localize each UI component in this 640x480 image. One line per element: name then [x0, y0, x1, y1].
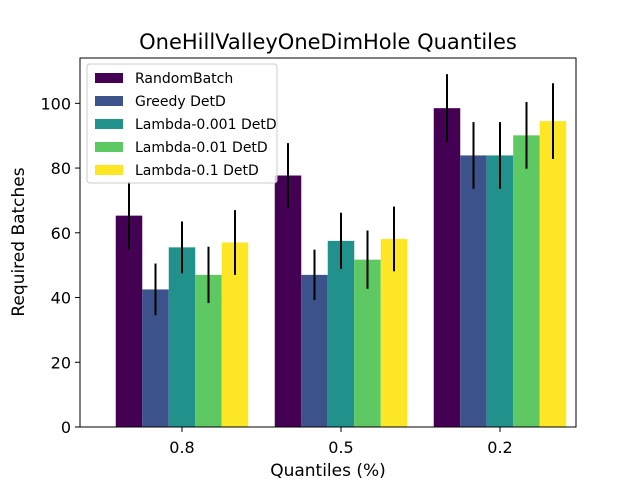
bar [539, 121, 567, 428]
legend-label: Lambda-0.1 DetD [135, 163, 259, 179]
x-axis: 0.8 0.5 0.2 [169, 427, 513, 457]
y-tick-label: 80 [51, 159, 71, 178]
x-tick-label: 0.5 [328, 438, 353, 457]
bar [115, 215, 143, 427]
bar [301, 274, 328, 427]
legend-swatch [95, 165, 123, 175]
x-tick-label: 0.8 [169, 438, 194, 457]
x-axis-label: Quantiles (%) [270, 461, 386, 480]
legend-box [86, 63, 278, 184]
y-tick-label: 20 [51, 353, 71, 372]
legend-label: Greedy DetD [135, 94, 226, 110]
y-tick-label: 40 [51, 289, 71, 308]
legend-label: Lambda-0.001 DetD [135, 117, 277, 133]
x-tick-label: 0.2 [487, 438, 512, 457]
legend-label: Lambda-0.01 DetD [135, 140, 268, 156]
bar [274, 175, 302, 427]
bar [486, 155, 514, 427]
y-axis-label: Required Batches [9, 167, 29, 316]
bar [513, 135, 540, 427]
bar [327, 240, 355, 427]
legend-swatch [95, 142, 123, 152]
legend-swatch [95, 119, 123, 129]
legend-swatch [95, 73, 123, 83]
bar [168, 247, 196, 427]
legend-label: RandomBatch [135, 71, 233, 87]
y-axis: 0 20 40 60 80 100 [40, 94, 80, 437]
y-tick-label: 60 [51, 224, 71, 243]
error-bars-group [128, 74, 554, 316]
bar [433, 108, 461, 427]
bar [460, 155, 487, 427]
legend: RandomBatch Greedy DetD Lambda-0.001 DetD L… [86, 63, 278, 184]
y-tick-label: 0 [61, 418, 71, 437]
legend-swatch [95, 96, 123, 106]
bars-group [115, 108, 567, 428]
y-tick-label: 100 [40, 94, 71, 113]
chart-title: OneHillValleyOneDimHole Quantiles [139, 30, 517, 54]
plot-frame [79, 57, 577, 428]
